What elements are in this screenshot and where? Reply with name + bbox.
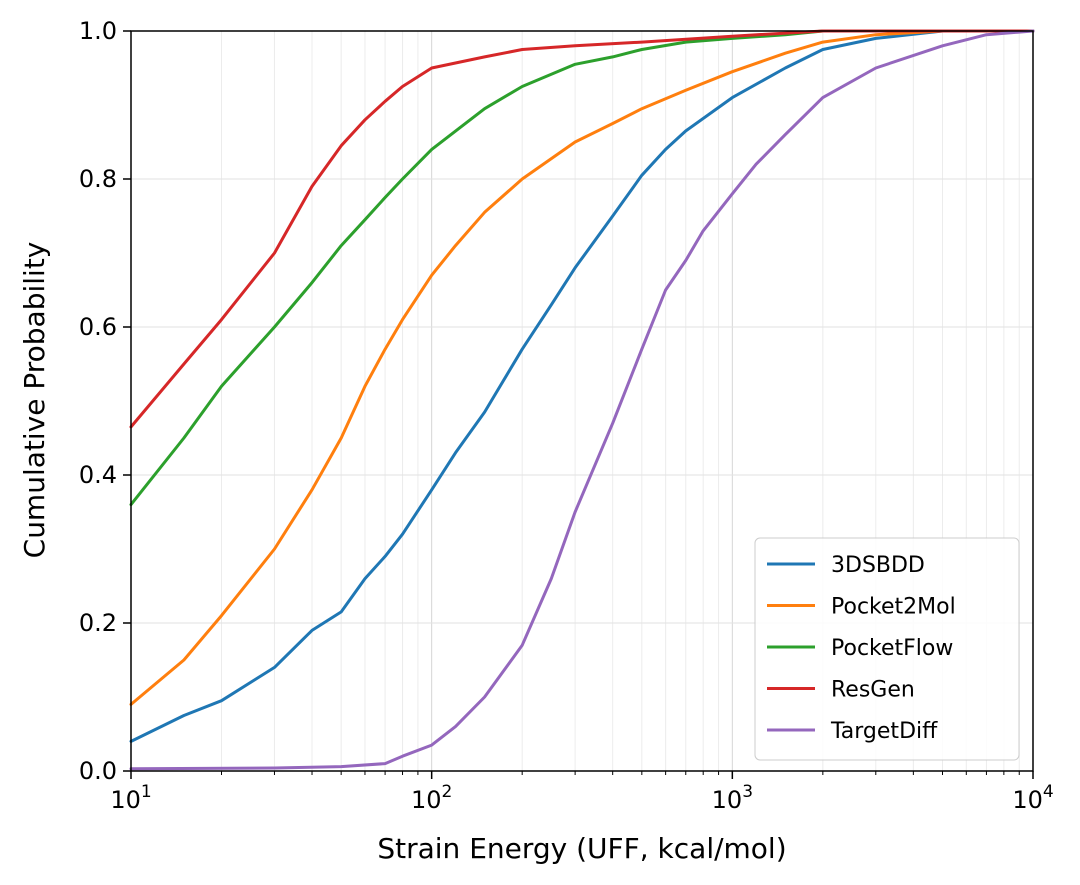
series-line-pocketflow	[129, 29, 1035, 507]
series-line-resgen	[129, 29, 1035, 429]
legend: 3DSBDD Pocket2Mol PocketFlow ResGen TargetDi…	[754, 537, 1020, 761]
series-line-3dsbdd	[129, 29, 1035, 743]
x-axis-title: Strain Energy (UFF, kcal/mol)	[377, 832, 786, 865]
legend-label: Pocket2Mol	[831, 595, 956, 620]
legend-label: 3DSBDD	[831, 553, 925, 578]
axis-ticks: 101 102 103 104 0.0 0.2 0.4 0.6 0.8 1.0	[79, 17, 1054, 814]
legend-label: PocketFlow	[831, 636, 953, 661]
y-tick-label: 0.0	[79, 757, 117, 785]
legend-label: TargetDiff	[830, 719, 938, 744]
x-tick-label: 102	[411, 782, 452, 814]
x-tick-label: 104	[1012, 782, 1053, 814]
x-tick-label: 101	[110, 782, 151, 814]
y-tick-label: 0.4	[79, 461, 117, 489]
plot-lines	[129, 29, 1035, 771]
y-tick-label: 0.8	[79, 165, 117, 193]
y-axis-title: Cumulative Probability	[18, 242, 51, 559]
legend-box	[754, 537, 1020, 761]
y-tick-label: 0.2	[79, 609, 117, 637]
y-tick-label: 1.0	[79, 17, 117, 45]
series-line-pocket2mol	[129, 29, 1035, 706]
legend-label: ResGen	[831, 678, 915, 703]
plot-frame	[130, 30, 1034, 772]
y-tick-label: 0.6	[79, 313, 117, 341]
series-line-targetdiff	[129, 29, 1035, 771]
x-tick-label: 103	[712, 782, 753, 814]
